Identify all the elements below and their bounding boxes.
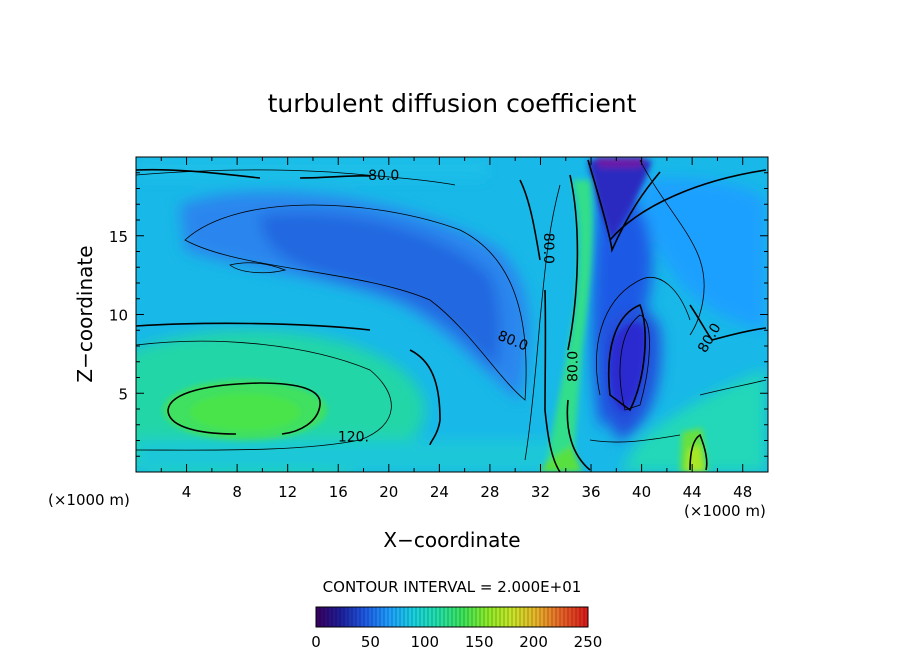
contour-line bbox=[587, 159, 661, 253]
x-tick-label: 48 bbox=[733, 483, 752, 501]
contour-line bbox=[596, 277, 691, 396]
x-tick-label: 32 bbox=[531, 483, 550, 501]
x-tick-label: 40 bbox=[632, 483, 651, 501]
contour-line bbox=[589, 434, 681, 443]
contour-label: 80.0 bbox=[565, 351, 581, 382]
contour-label: 120. bbox=[338, 429, 369, 445]
contour-line bbox=[639, 159, 705, 336]
contour-line bbox=[699, 379, 767, 396]
contour-line bbox=[519, 179, 561, 472]
x-axis-unit-left: (×1000 m) bbox=[48, 491, 130, 509]
colorbar-tick-label: 200 bbox=[519, 633, 548, 651]
y-axis-label: Z−coordinate bbox=[73, 245, 97, 382]
contour-line bbox=[566, 174, 591, 471]
contour-line bbox=[524, 184, 561, 461]
colorbar-frame bbox=[315, 606, 589, 628]
x-tick-label: 28 bbox=[480, 483, 499, 501]
contour-label: 80.0 bbox=[540, 233, 556, 264]
chart-title: turbulent diffusion coefficient bbox=[268, 89, 637, 118]
colorbar-tick-label: 150 bbox=[465, 633, 494, 651]
x-axis-label: X−coordinate bbox=[383, 528, 520, 552]
contour-line bbox=[619, 314, 650, 411]
colorbar-tick-label: 0 bbox=[311, 633, 321, 651]
colorbar-stripes bbox=[319, 607, 585, 627]
contour-line bbox=[136, 168, 371, 179]
contour-line bbox=[184, 204, 527, 401]
colorbar-tick-label: 50 bbox=[361, 633, 380, 651]
x-tick-label: 12 bbox=[278, 483, 297, 501]
x-tick-label: 20 bbox=[379, 483, 398, 501]
contour-line bbox=[136, 340, 392, 451]
x-tick-label: 44 bbox=[683, 483, 702, 501]
contour-line bbox=[167, 382, 321, 435]
colorbar: 0 50 100 150 200 250 bbox=[311, 606, 602, 651]
y-tick-label: 10 bbox=[109, 307, 128, 325]
x-tick-label: 36 bbox=[581, 483, 600, 501]
y-axis: 5 10 15 bbox=[109, 172, 768, 457]
contour-label: 80.0 bbox=[368, 168, 399, 184]
colorbar-tick-label: 250 bbox=[574, 633, 603, 651]
contour-lines bbox=[136, 159, 767, 472]
contour-line bbox=[689, 304, 767, 341]
contour-line bbox=[609, 169, 767, 241]
x-tick-label: 4 bbox=[182, 483, 192, 501]
contour-line bbox=[689, 433, 708, 471]
x-tick-label: 24 bbox=[430, 483, 449, 501]
colorbar-tick-label: 100 bbox=[410, 633, 439, 651]
x-tick-label: 8 bbox=[232, 483, 242, 501]
x-axis: 4 8 12 16 20 24 28 32 36 40 44 48 bbox=[160, 157, 752, 501]
heatmap-field bbox=[136, 157, 768, 472]
y-tick-label: 5 bbox=[118, 385, 128, 403]
x-axis-unit-right: (×1000 m) bbox=[684, 502, 766, 520]
contour-line bbox=[229, 262, 287, 274]
colorbar-ticks: 0 50 100 150 200 250 bbox=[311, 633, 602, 651]
contour-interval-label: CONTOUR INTERVAL = 2.000E+01 bbox=[323, 578, 582, 596]
contour-line bbox=[607, 303, 646, 412]
contour-line bbox=[136, 322, 441, 446]
y-tick-label: 15 bbox=[109, 228, 128, 246]
x-tick-label: 16 bbox=[329, 483, 348, 501]
